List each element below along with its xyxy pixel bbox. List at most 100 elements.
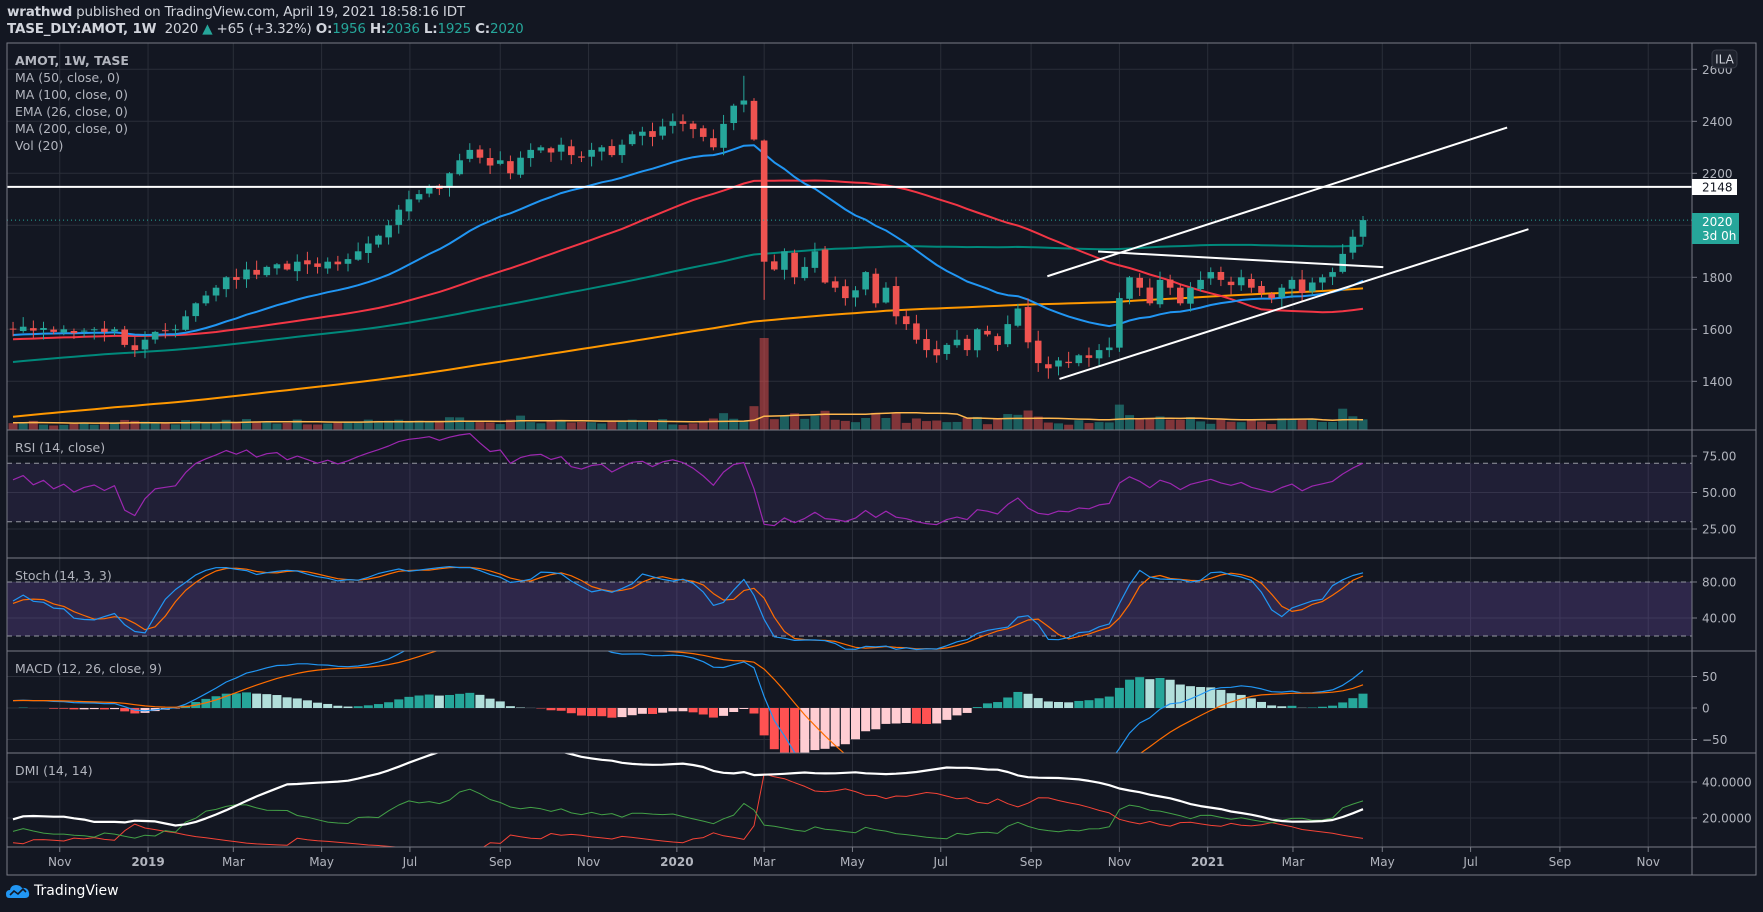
level-price-label: 2148 [1692, 179, 1737, 195]
bar-countdown: 3d 0h [1702, 229, 1736, 243]
legend-ema26[interactable]: EMA (26, close, 0) [15, 104, 128, 119]
macd-histogram-bar [1064, 702, 1074, 708]
macd-histogram-bar [658, 708, 668, 713]
candles[interactable] [9, 75, 1367, 379]
rsi-band [7, 463, 1692, 522]
dmi-pane [12, 753, 1364, 847]
macd-histogram-bar [759, 708, 769, 736]
currency-badge[interactable]: ILA [1711, 49, 1738, 69]
stoch-title[interactable]: Stoch (14, 3, 3) [15, 568, 112, 583]
volume-bar [830, 419, 840, 430]
candle-body [649, 131, 656, 137]
ma50-line [12, 179, 1364, 341]
macd-histogram-bar [1287, 705, 1297, 708]
volume-bar [739, 420, 749, 430]
macd-histogram-bar [800, 708, 810, 753]
candle-body [151, 331, 159, 340]
drawings[interactable] [7, 126, 1692, 380]
volume-bar [495, 424, 505, 430]
volume-bar [110, 422, 120, 430]
trend-line [1098, 250, 1384, 269]
macd-histogram-bar [546, 708, 556, 711]
legend-volume[interactable]: Vol (20) [15, 138, 63, 153]
macd-histogram-bar [201, 698, 211, 708]
macd-line [12, 651, 1364, 753]
volume-bar [262, 421, 272, 430]
volume-bar [323, 423, 333, 430]
rsi-tick-label: 25.00 [1702, 523, 1736, 537]
dmi-title[interactable]: DMI (14, 14) [15, 763, 93, 778]
macd-histogram-bar [1094, 698, 1104, 708]
volume-bar [414, 420, 424, 430]
volume-bar [1074, 420, 1084, 430]
volume-bar [932, 420, 942, 430]
macd-histogram-bar [597, 708, 607, 717]
stoch-tick-label: 80.00 [1702, 576, 1736, 590]
volume-bar [972, 416, 982, 430]
volume-bar [810, 415, 820, 430]
candle-body [405, 199, 413, 212]
close-label: C: [475, 21, 490, 37]
volume-bar [962, 417, 972, 430]
macd-histogram-bar [1175, 684, 1185, 708]
macd-histogram-bar [1277, 706, 1287, 708]
macd-histogram-bar [911, 708, 921, 724]
volume-bar [708, 418, 718, 430]
time-tick-label: May [1370, 855, 1395, 869]
volume-bar [658, 419, 668, 430]
macd-histogram-bar [69, 708, 79, 710]
volume-bar [779, 415, 789, 430]
macd-histogram-bar [1114, 687, 1124, 708]
candle-body [639, 131, 646, 136]
candle-body [1166, 279, 1174, 288]
stoch-tick-label: 40.00 [1702, 612, 1736, 626]
candle-body [1116, 298, 1123, 348]
volume-bar [343, 421, 353, 430]
macd-histogram-bar [790, 708, 800, 753]
volume-bar [445, 417, 454, 430]
candle-body [1227, 281, 1235, 286]
candle-body [111, 329, 118, 332]
volume-bar [861, 417, 871, 430]
legend-ma100[interactable]: MA (100, close, 0) [15, 87, 128, 102]
candle-body [598, 147, 606, 152]
macd-histogram-bar [485, 698, 495, 708]
macd-title[interactable]: MACD (12, 26, close, 9) [15, 661, 162, 676]
published-text: published on TradingView.com, April 19, … [76, 4, 465, 20]
candle-body [9, 328, 17, 330]
candle-body [1055, 360, 1062, 367]
legend-ma50[interactable]: MA (50, close, 0) [15, 70, 120, 85]
candle-body [385, 225, 392, 238]
candle-body [1177, 287, 1184, 304]
rsi-title[interactable]: RSI (14, close) [15, 440, 105, 455]
time-tick-label: Nov [1637, 855, 1660, 869]
candle-body [842, 286, 849, 299]
volume-bar [49, 425, 59, 430]
volume-bar [617, 421, 627, 430]
legend-ma200[interactable]: MA (200, close, 0) [15, 121, 128, 136]
volume-bar [1297, 419, 1307, 430]
macd-histogram-bar [1145, 679, 1155, 708]
macd-histogram-bar [89, 708, 99, 710]
candle-body [1268, 293, 1275, 299]
macd-histogram-bar [384, 702, 394, 708]
tradingview-footer[interactable]: TradingView [6, 883, 119, 899]
volume-bar [1358, 419, 1368, 430]
macd-pane [8, 651, 1368, 753]
last-price-text: 2020 [1702, 215, 1733, 229]
macd-histogram-bar [932, 708, 942, 724]
macd-histogram-bar [556, 708, 566, 711]
minus-di-line [12, 773, 1364, 847]
ma200-line [12, 287, 1364, 418]
candle-body [801, 266, 809, 279]
macd-histogram-bar [637, 708, 647, 714]
volume-bar [120, 419, 130, 430]
macd-histogram-bar [272, 695, 282, 708]
macd-histogram-bar [1185, 686, 1195, 708]
volume-bar [39, 424, 48, 430]
candle-body [1105, 347, 1113, 351]
author-name[interactable]: wrathwd [7, 4, 73, 20]
volume-bar [140, 421, 150, 430]
macd-histogram-bar [1043, 701, 1053, 708]
